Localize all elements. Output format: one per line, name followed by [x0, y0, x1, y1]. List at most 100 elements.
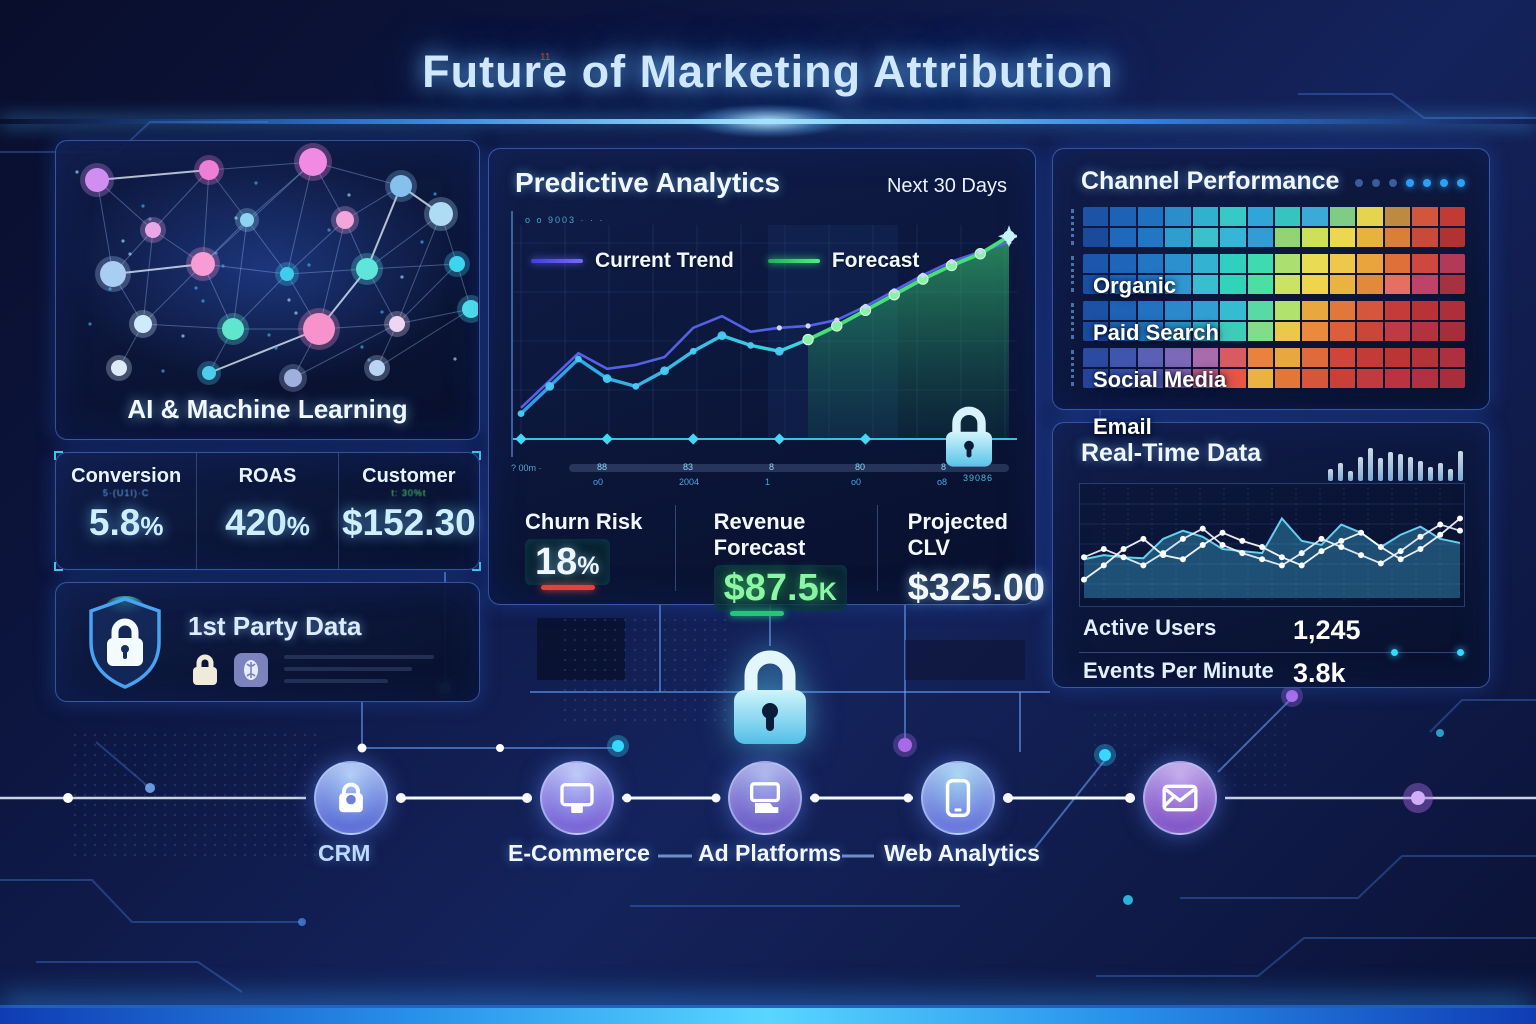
legend-current-trend: Current Trend: [531, 249, 734, 273]
axis-tick: 88: [597, 462, 608, 472]
stat-value: 3.8k: [1293, 658, 1346, 688]
axis-tick-sub: o8: [937, 477, 948, 487]
metric-value: $152.30: [341, 502, 476, 543]
predictive-title: Predictive Analytics: [515, 167, 781, 198]
activity-dot: [1391, 649, 1398, 656]
realtime-title: Real-Time Data: [1081, 439, 1262, 467]
laptop-icon: [750, 782, 780, 813]
ecommerce-node[interactable]: [540, 761, 614, 835]
axis-tick-sub: o0: [851, 477, 862, 487]
kpi-projected-clv: Projected CLV $325.00: [876, 505, 1045, 607]
status-dots: [1355, 179, 1465, 187]
axis-tick-sub: o0: [593, 477, 604, 487]
kpi-value: $325.00: [907, 567, 1046, 609]
metric-customer: Customer t: 30%t $152.30: [337, 453, 479, 569]
page-title: Future of Marketing Attribution: [422, 46, 1114, 97]
email-node[interactable]: [1143, 761, 1217, 835]
chart-legend: Current Trend Forecast: [531, 249, 919, 273]
legend-forecast: Forecast: [767, 249, 919, 273]
first-party-title: 1st Party Data: [188, 611, 362, 641]
metric-label: ROAS: [238, 465, 297, 487]
privacy-lock-icon: [734, 650, 806, 744]
forecast-swatch: [767, 259, 820, 263]
channel-title: Channel Performance: [1081, 167, 1340, 195]
neural-network-graph: [67, 143, 478, 392]
dot-grid-decoration: [560, 615, 730, 725]
ai-ml-caption: AI & Machine Learning: [127, 394, 408, 424]
axis-tick: 8: [941, 462, 947, 472]
positive-trend-bar: [729, 611, 784, 616]
kpi-revenue-forecast: Revenue Forecast $87.5K: [674, 505, 877, 616]
smartphone-icon: [945, 778, 971, 818]
kpi-value: $87.5: [723, 567, 819, 609]
negative-trend-bar: [541, 585, 595, 590]
crm-label: CRM: [318, 840, 371, 866]
bottom-glow-bar: [0, 1008, 1536, 1024]
fingerprint-icon: [234, 653, 268, 687]
stat-active-users: Active Users 1,245: [1083, 615, 1361, 645]
metric-subtext: 5·(U1I)·C: [102, 488, 150, 498]
web-analytics-node[interactable]: [921, 761, 995, 835]
lock-caption: 39086: [962, 473, 993, 483]
metric-value: 420: [225, 502, 287, 543]
metric-value: 5.8: [88, 502, 141, 543]
shield-lock-icon: [89, 596, 161, 689]
heatmap-row-label: Social Media: [1093, 367, 1227, 392]
monitor-icon: [560, 783, 594, 813]
metric-subtext: t: 30%t: [391, 488, 427, 498]
forecast-chart: o o 9003 · · · Current Trend Forecast 39…: [511, 211, 1017, 483]
mail-icon: [1162, 784, 1198, 812]
realtime-data-panel: Real-Time Data Active Users 1,245 Events…: [1052, 422, 1490, 688]
web-analytics-label: Web Analytics: [884, 840, 1040, 866]
kpi-value: 18: [535, 541, 578, 583]
metric-conversion: Conversion 5·(U1I)·C 5.8%: [56, 453, 196, 569]
axis-slider-bar[interactable]: [569, 464, 1009, 472]
forecast-period: Next 30 Days: [886, 175, 1007, 197]
current-trend-swatch: [531, 259, 583, 263]
locked-data-icon: [945, 406, 993, 467]
channel-heatmap: Organic Paid Search Social Media Email: [1071, 207, 1465, 439]
first-party-data-panel: 1st Party Data: [55, 582, 480, 702]
axis-tick: 8: [769, 462, 775, 472]
predictive-analytics-panel: Predictive Analytics Next 30 Days o o 90…: [488, 148, 1045, 616]
metric-subtext: [197, 488, 337, 500]
stat-events-per-minute: Events Per Minute 3.8k: [1083, 658, 1346, 688]
heatmap-row-organic: [1071, 207, 1465, 247]
x-axis-ticks: ? 00m · 88 83 8 80 8 o0 2004 1 o0 o8: [511, 461, 1015, 497]
heatmap-row-label: Organic: [1093, 273, 1177, 298]
axis-tick-sub: 1: [765, 477, 771, 487]
sparkline-bars: [1328, 447, 1463, 481]
divider: [1079, 652, 1465, 653]
metric-label: Customer: [362, 465, 456, 487]
metric-label: Conversion: [71, 465, 182, 487]
shopping-bag-icon: [339, 782, 363, 813]
bottom-accent-line: [0, 1005, 1536, 1008]
kpi-metrics-panel: Conversion 5·(U1I)·C 5.8% ROAS 420% Cust…: [54, 451, 481, 571]
title-artifact: 11: [540, 52, 551, 63]
heatmap-row-label: Email: [1093, 414, 1152, 439]
channel-performance-panel: Channel Performance Organic Paid Search …: [1052, 148, 1490, 439]
activity-dot: [1457, 649, 1464, 656]
dot-grid-decoration: [70, 730, 320, 860]
stat-value: 1,245: [1293, 615, 1361, 645]
placeholder-text-lines: [284, 655, 434, 691]
crm-node[interactable]: [314, 761, 388, 835]
heatmap-row-email: [1071, 348, 1465, 388]
ad-platforms-label: Ad Platforms: [698, 840, 842, 866]
axis-tick-sub: 2004: [679, 477, 700, 487]
chart-corner-readout: o o 9003 · · ·: [525, 215, 605, 225]
axis-tick: 83: [683, 462, 694, 472]
metric-roas: ROAS 420%: [196, 453, 337, 569]
heatmap-row-social-media: [1071, 301, 1465, 341]
axis-tick: 80: [855, 462, 866, 472]
lock-icon: [193, 654, 217, 685]
ai-ml-panel: AI & Machine Learning: [55, 140, 480, 440]
forecast-kpis: Churn Risk 18% Revenue Forecast $87.5K P…: [489, 505, 1045, 616]
heatmap-row-paid-search: [1071, 254, 1465, 294]
heatmap-row-label: Paid Search: [1093, 320, 1219, 345]
ad-platforms-node[interactable]: [728, 761, 802, 835]
ecommerce-label: E-Commerce: [508, 840, 650, 866]
kpi-churn-risk: Churn Risk 18%: [489, 505, 675, 591]
realtime-chart: [1079, 483, 1465, 607]
